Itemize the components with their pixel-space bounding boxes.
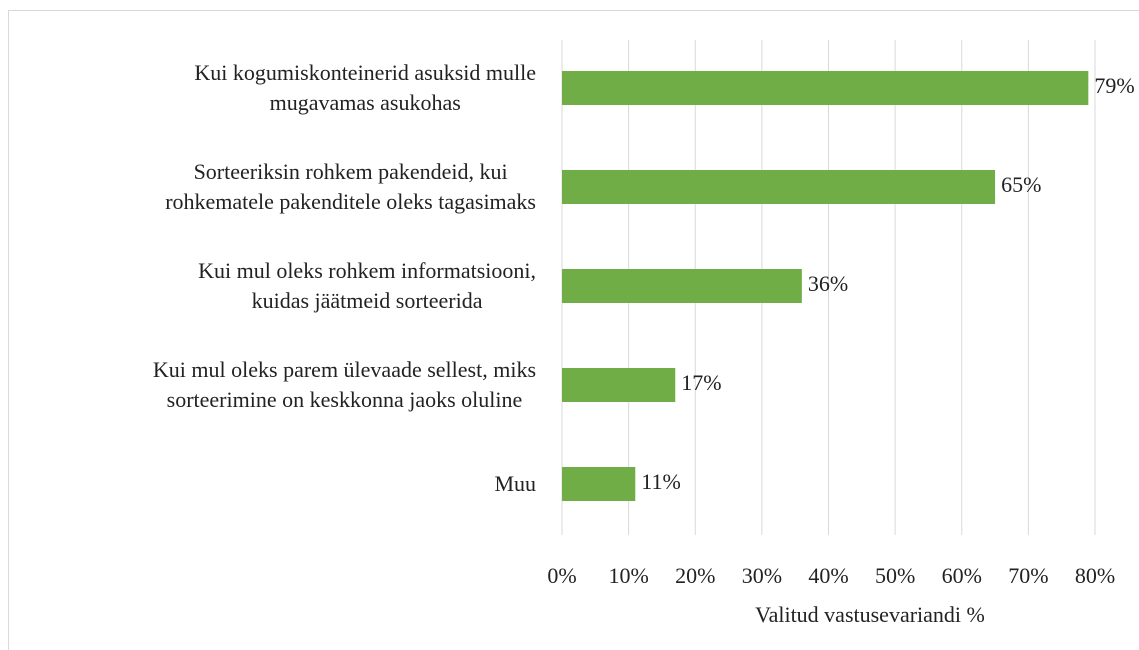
x-tick-label: 40% (808, 563, 848, 588)
y-tick-label: Kui kogumiskonteinerid asuksid mulle mug… (194, 60, 536, 115)
x-tick-label: 60% (942, 563, 982, 588)
data-label: 79% (1094, 73, 1134, 98)
data-label: 36% (808, 271, 848, 296)
bar (562, 71, 1089, 105)
y-tick-label: Kui mul oleks rohkem informatsiooni, kui… (198, 258, 536, 313)
bar (562, 170, 996, 204)
x-tick-label: 0% (547, 563, 576, 588)
y-tick-label: Sorteeriksin rohkem pakendeid, kui rohke… (165, 159, 536, 214)
y-tick-label: Muu (494, 471, 536, 496)
x-axis-label: Valitud vastusevariandi % (755, 602, 985, 627)
bar (562, 269, 802, 303)
data-label: 65% (1001, 172, 1041, 197)
x-tick-label: 70% (1008, 563, 1048, 588)
bar (562, 467, 636, 501)
chart-border (8, 10, 1139, 650)
x-tick-label: 20% (675, 563, 715, 588)
x-tick-label: 30% (742, 563, 782, 588)
y-tick-label: Kui mul oleks parem ülevaade sellest, mi… (152, 357, 536, 412)
data-label: 11% (641, 469, 681, 494)
x-tick-label: 10% (608, 563, 648, 588)
x-tick-label: 80% (1075, 563, 1115, 588)
x-tick-label: 50% (875, 563, 915, 588)
data-label: 17% (681, 370, 721, 395)
bar (562, 368, 676, 402)
